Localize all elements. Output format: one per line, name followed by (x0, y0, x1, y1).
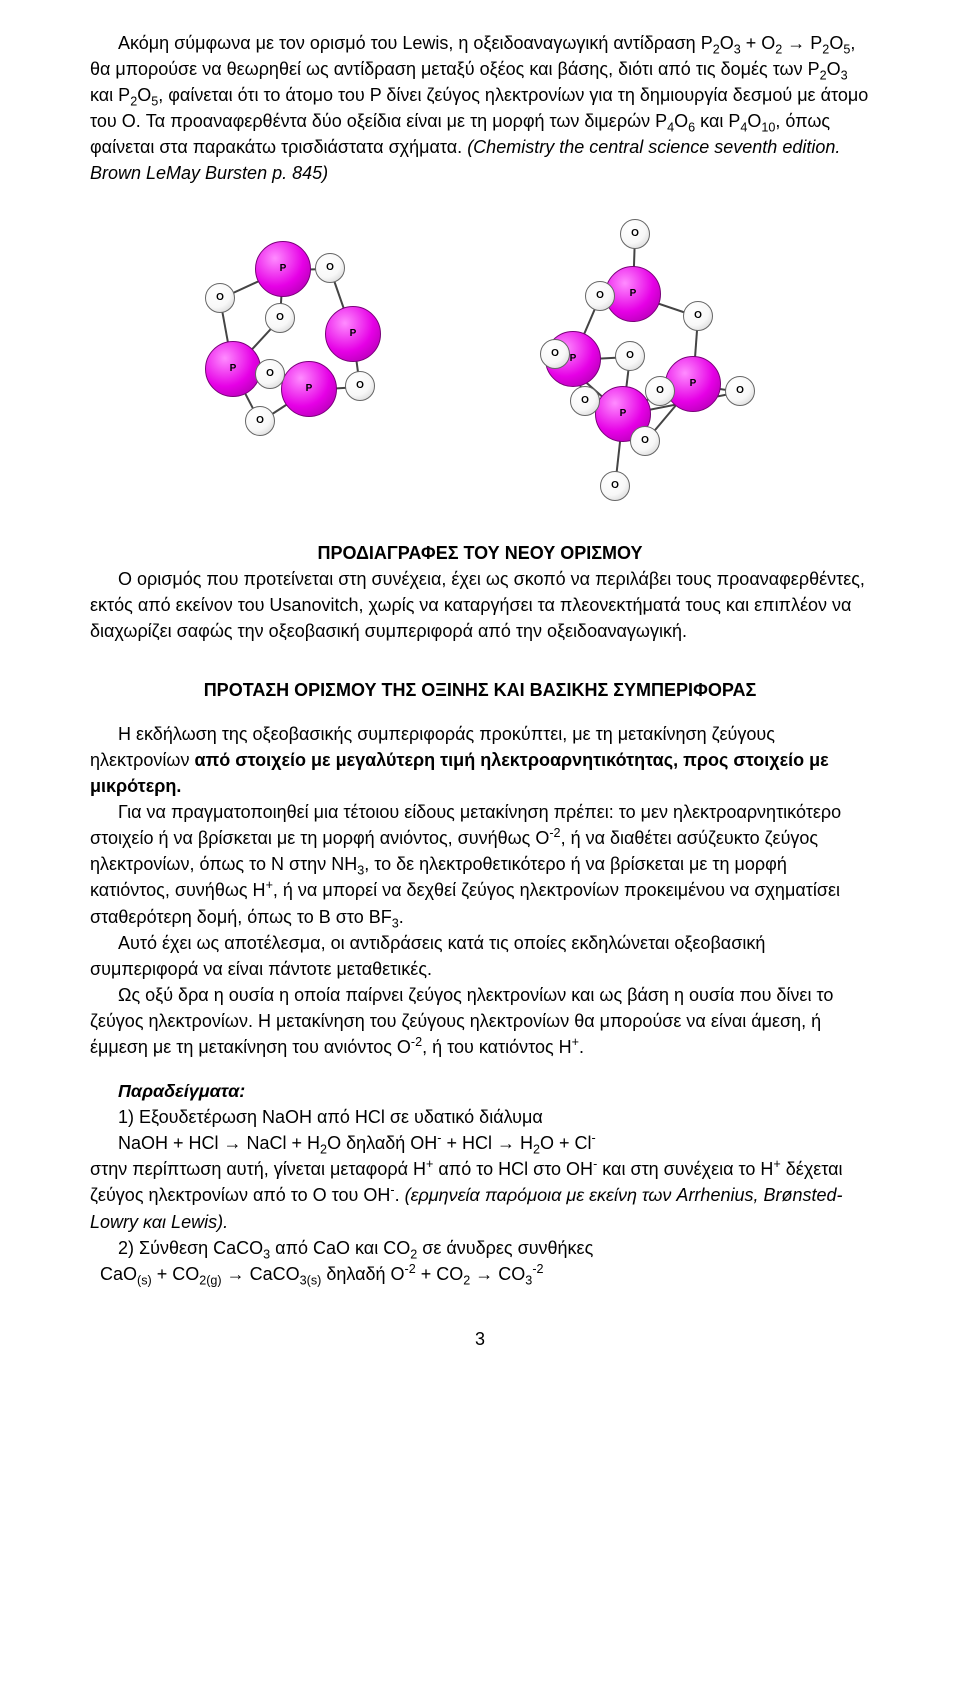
atom-oxygen: O (725, 376, 755, 406)
atom-oxygen: O (540, 339, 570, 369)
atom-oxygen: O (255, 359, 285, 389)
atom-oxygen: O (620, 219, 650, 249)
paragraph-2c: Αυτό έχει ως αποτέλεσμα, οι αντιδράσεις … (90, 930, 870, 982)
atom-phosphorus: P (255, 241, 311, 297)
example-1-line1: 1) Εξουδετέρωση NaOH από HCl σε υδατικό … (90, 1104, 870, 1130)
paragraph-2d: Ως οξύ δρα η ουσία η οποία παίρνει ζεύγο… (90, 982, 870, 1060)
molecule-diagrams: PPPPOOOOOO PPPPOOOOOOOOOO (90, 211, 870, 511)
paragraph-1: Ακόμη σύμφωνα με τον ορισμό του Lewis, η… (90, 30, 870, 187)
atom-phosphorus: P (205, 341, 261, 397)
examples-heading: Παραδείγματα: (90, 1078, 870, 1104)
atom-oxygen: O (645, 376, 675, 406)
paragraph-2b: Για να πραγματοποιηθεί μια τέτοιου είδου… (90, 799, 870, 929)
section-1-body: Ο ορισμός που προτείνεται στη συνέχεια, … (90, 566, 870, 644)
atom-oxygen: O (585, 281, 615, 311)
atom-oxygen: O (265, 303, 295, 333)
atom-oxygen: O (205, 283, 235, 313)
example-2-line1: 2) Σύνθεση CaCO3 από CaO και CO2 σε άνυδ… (90, 1235, 870, 1261)
atom-oxygen: O (345, 371, 375, 401)
atom-oxygen: O (683, 301, 713, 331)
example-1-equation: NaOH + HCl → NaCl + H2O δηλαδή OH- + HCl… (90, 1130, 870, 1156)
section-1-title: ΠΡΟΔΙΑΓΡΑΦΕΣ ΤΟΥ ΝΕΟΥ ΟΡΙΣΜΟΥ (90, 543, 870, 564)
section-2-title: ΠΡΟΤΑΣΗ ΟΡΙΣΜΟΥ ΤΗΣ ΟΞΙΝΗΣ ΚΑΙ ΒΑΣΙΚΗΣ Σ… (90, 680, 870, 701)
page-number: 3 (90, 1329, 870, 1350)
atom-phosphorus: P (325, 306, 381, 362)
molecule-p4o10: PPPPOOOOOOOOOO (485, 211, 765, 511)
atom-oxygen: O (570, 386, 600, 416)
atom-oxygen: O (615, 341, 645, 371)
atom-oxygen: O (600, 471, 630, 501)
example-1-line2: στην περίπτωση αυτή, γίνεται μεταφορά H+… (90, 1156, 870, 1234)
atom-oxygen: O (245, 406, 275, 436)
paragraph-2a: Η εκδήλωση της οξεοβασικής συμπεριφοράς … (90, 721, 870, 799)
example-2-equation: CaO(s) + CO2(g) → CaCO3(s) δηλαδή O-2 + … (90, 1261, 870, 1287)
molecule-p4o6: PPPPOOOOOO (195, 211, 425, 441)
atom-oxygen: O (315, 253, 345, 283)
atom-oxygen: O (630, 426, 660, 456)
atom-phosphorus: P (281, 361, 337, 417)
